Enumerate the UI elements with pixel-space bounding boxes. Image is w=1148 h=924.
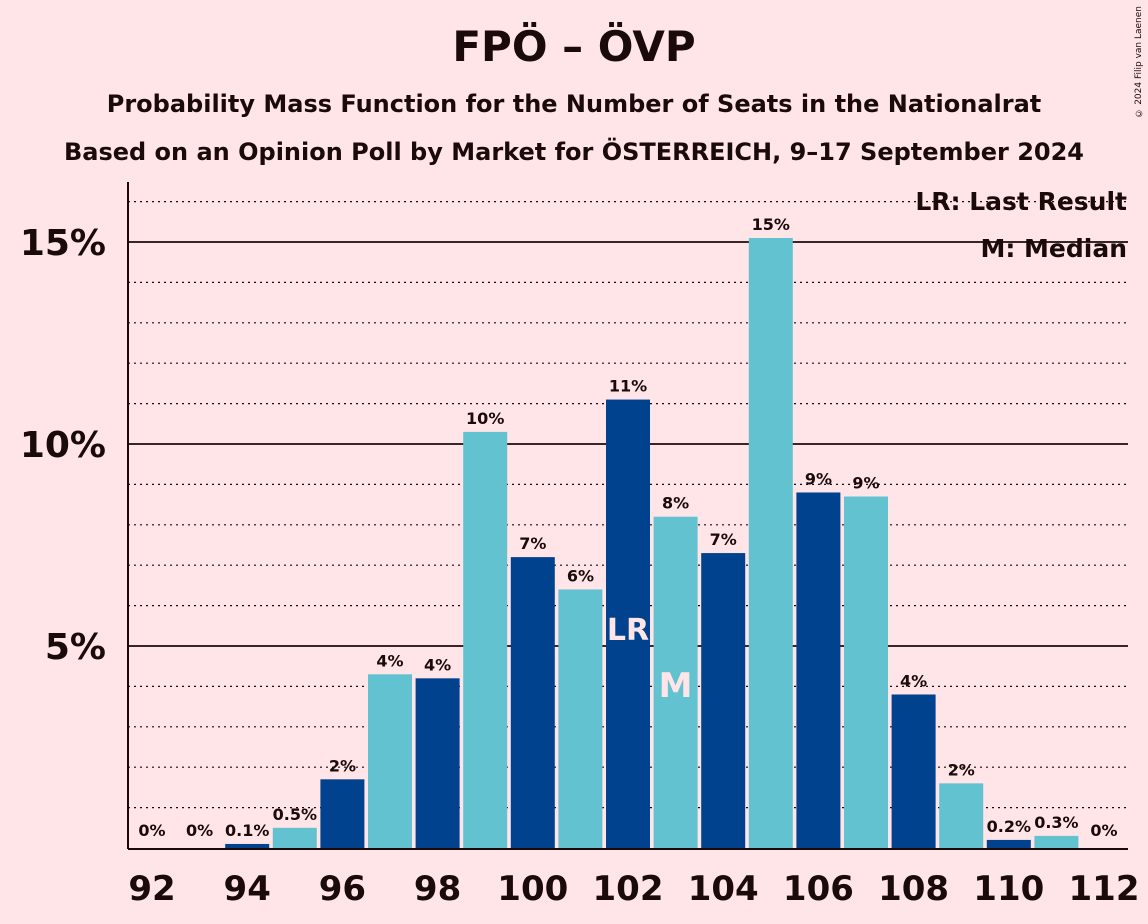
bar-value-label: 7% [710,530,737,549]
bar-value-label: 0.3% [1034,813,1078,832]
bar [558,589,603,848]
bar-value-label: 0.2% [987,817,1031,836]
bar [272,827,317,848]
last-result-marker: LR [607,613,649,648]
bar-value-label: 0% [138,821,165,840]
legend-median: M: Median [980,234,1127,263]
bar [891,694,936,848]
x-tick-label: 98 [414,869,461,909]
legend-last-result: LR: Last Result [915,187,1127,216]
bar [320,779,365,848]
x-tick-label: 112 [1069,869,1140,909]
median-marker: M [659,666,693,706]
chart-title: FPÖ – ÖVP [452,22,696,71]
y-tick-label: 10% [20,425,106,466]
bar-value-label: 10% [466,409,504,428]
x-tick-label: 104 [688,869,759,909]
bar [225,843,270,848]
bar-value-label: 9% [852,474,879,493]
bar-value-label: 6% [567,566,594,585]
bar-value-label: 2% [329,756,356,775]
bar-value-label: 4% [424,655,451,674]
y-tick-label: 5% [45,627,106,668]
bar-value-label: 11% [609,377,647,396]
x-tick-label: 106 [783,869,854,909]
bar [796,492,841,848]
bar [844,496,888,848]
bar [986,839,1031,848]
x-tick-label: 100 [497,869,568,909]
bar [510,557,555,848]
chart-subtitle-2: Based on an Opinion Poll by Market for Ö… [63,138,1085,166]
bar [653,516,698,848]
bar [748,237,793,848]
x-tick-label: 108 [878,869,949,909]
x-tick-label: 110 [973,869,1044,909]
bar-value-label: 2% [948,760,975,779]
bar [701,553,746,848]
bar [606,399,650,848]
bar-value-label: 8% [662,494,689,513]
y-tick-label: 15% [20,223,106,264]
bar [415,678,460,848]
x-tick-label: 94 [224,869,271,909]
bar [939,783,984,848]
bar-value-label: 7% [519,534,546,553]
bar-value-label: 0% [1090,821,1117,840]
bar-value-label: 15% [752,215,790,234]
bar-value-label: 9% [805,469,832,488]
bar-value-label: 0% [186,821,213,840]
x-tick-label: 96 [319,869,366,909]
bar [463,431,508,848]
x-tick-label: 92 [128,869,175,909]
bar [368,674,412,848]
bar-value-label: 0.5% [273,805,317,824]
chart-subtitle-1: Probability Mass Function for the Number… [106,90,1042,118]
bar-value-label: 0.1% [225,821,269,840]
x-tick-label: 102 [593,869,664,909]
bar [1034,835,1079,848]
bar-value-label: 4% [900,671,927,690]
bar-value-label: 4% [376,651,403,670]
